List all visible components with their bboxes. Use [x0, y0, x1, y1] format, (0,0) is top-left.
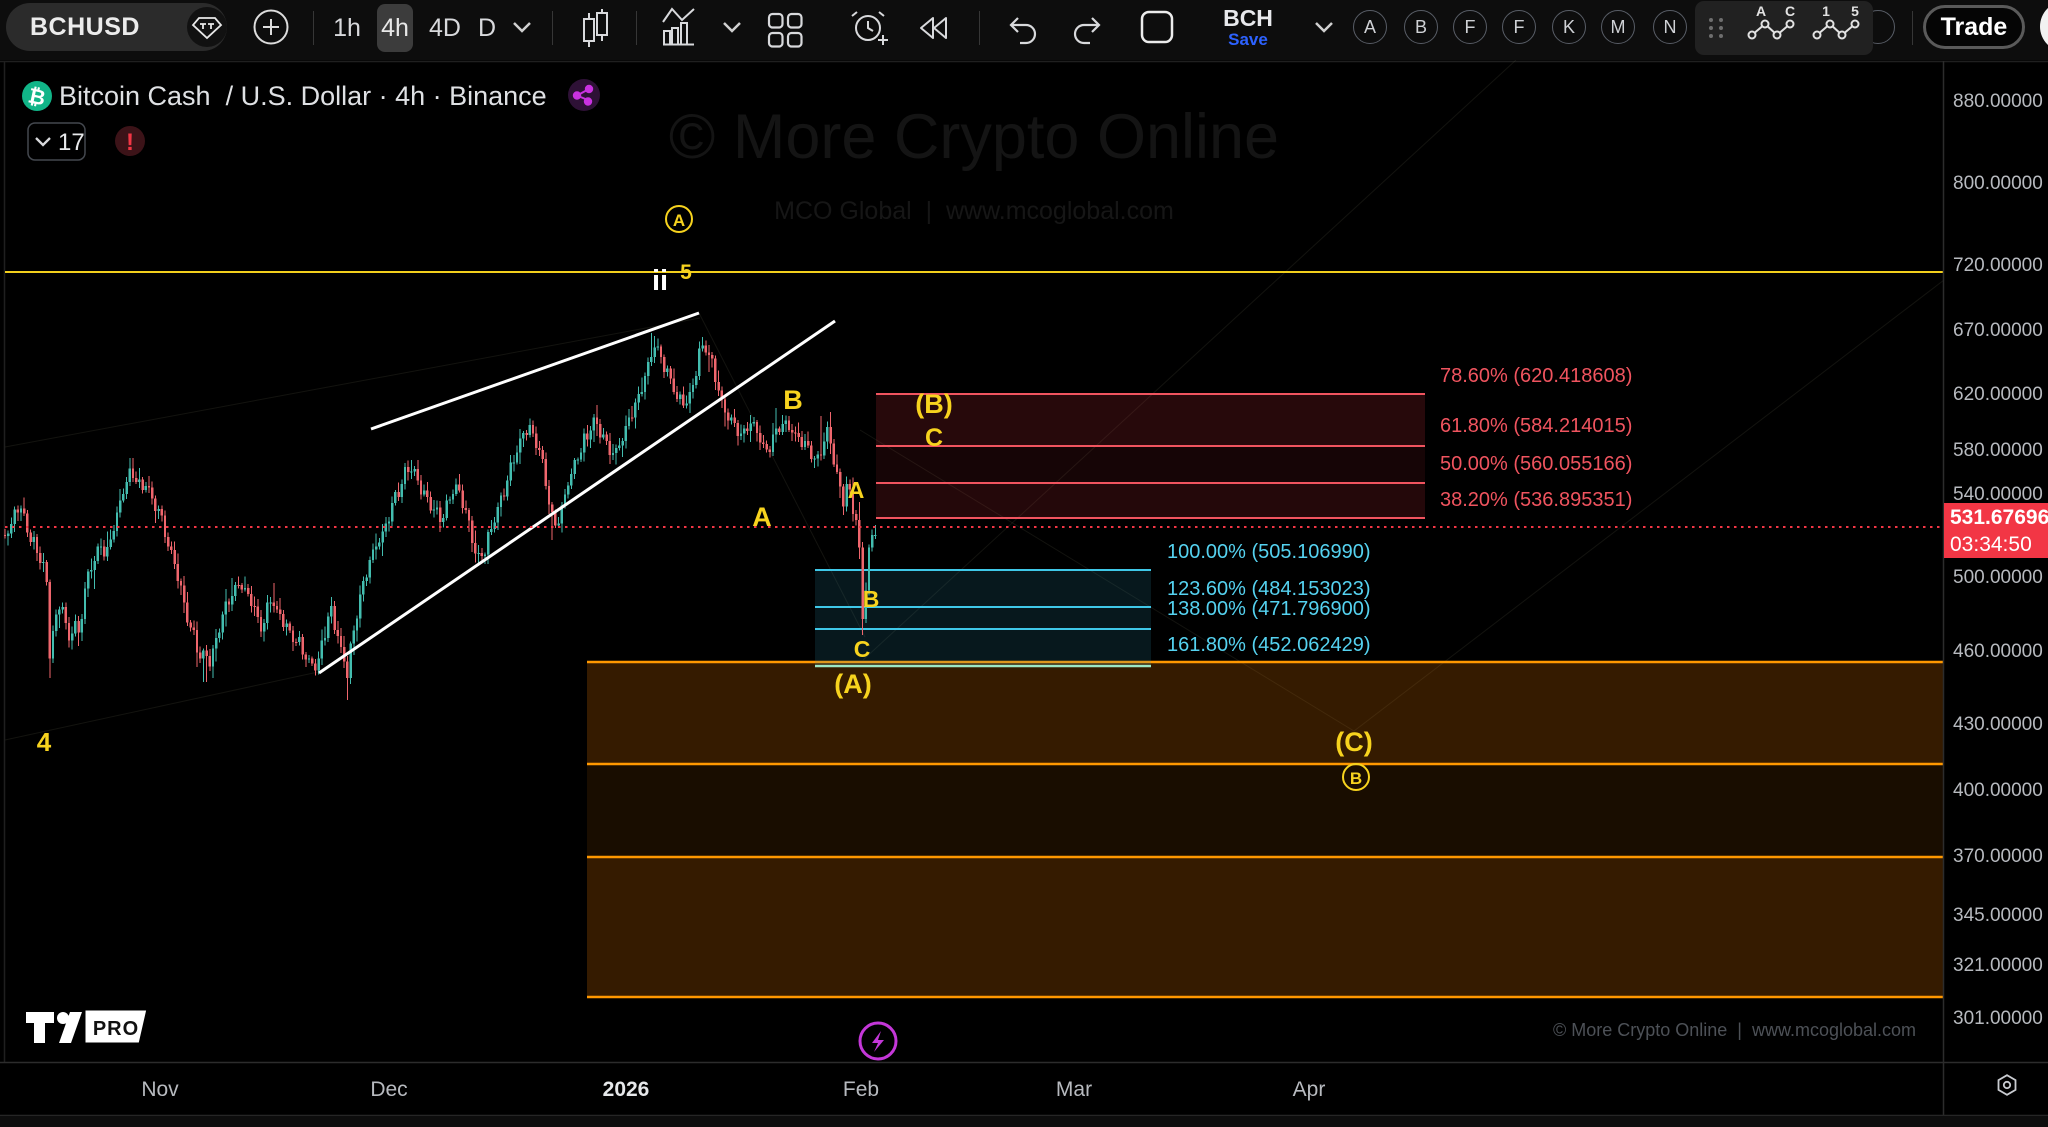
svg-text:A: A	[848, 477, 865, 503]
svg-text:301.00000: 301.00000	[1953, 1008, 2043, 1029]
svg-text:A: A	[673, 211, 685, 230]
svg-text:345.00000: 345.00000	[1953, 905, 2043, 926]
svg-text:5: 5	[680, 261, 692, 284]
svg-text:460.00000: 460.00000	[1953, 641, 2043, 662]
svg-text:620.00000: 620.00000	[1953, 384, 2043, 405]
svg-text:370.00000: 370.00000	[1953, 846, 2043, 867]
svg-text:123.60% (484.153023): 123.60% (484.153023)	[1167, 578, 1371, 600]
svg-text:5: 5	[1851, 3, 1859, 19]
svg-text:531.67696: 531.67696	[1950, 506, 2048, 529]
svg-text:PRO: PRO	[93, 1018, 139, 1040]
svg-text:138.00% (471.796900): 138.00% (471.796900)	[1167, 598, 1371, 620]
svg-text:880.00000: 880.00000	[1953, 91, 2043, 112]
svg-text:1: 1	[1822, 3, 1830, 19]
svg-text:400.00000: 400.00000	[1953, 780, 2043, 801]
svg-text:A: A	[752, 502, 772, 532]
svg-text:580.00000: 580.00000	[1953, 440, 2043, 461]
svg-text:A: A	[1756, 3, 1766, 19]
svg-text:Bitcoin Cash / U.S. Dollar ·: Bitcoin Cash / U.S. Dollar · 4h · Binanc…	[59, 81, 547, 111]
svg-text:50.00% (560.055166): 50.00% (560.055166)	[1440, 453, 1632, 475]
svg-text:800.00000: 800.00000	[1953, 173, 2043, 194]
svg-text:321.00000: 321.00000	[1953, 955, 2043, 976]
svg-text:Dec: Dec	[370, 1078, 407, 1101]
svg-text:(C): (C)	[1335, 727, 1372, 757]
svg-text:720.00000: 720.00000	[1953, 255, 2043, 276]
svg-text:!: !	[126, 129, 134, 156]
svg-text:C: C	[925, 424, 943, 452]
svg-text:(B): (B)	[915, 389, 952, 419]
svg-text:B: B	[1350, 769, 1362, 788]
svg-text:Nov: Nov	[141, 1078, 179, 1101]
svg-text:(A): (A)	[834, 669, 871, 699]
svg-text:38.20% (536.895351): 38.20% (536.895351)	[1440, 489, 1632, 511]
svg-text:17: 17	[58, 129, 85, 156]
svg-text:61.80% (584.214015): 61.80% (584.214015)	[1440, 415, 1632, 437]
svg-text:Feb: Feb	[843, 1078, 879, 1101]
svg-text:500.00000: 500.00000	[1953, 567, 2043, 588]
svg-text:Apr: Apr	[1293, 1078, 1326, 1101]
svg-text:4: 4	[37, 727, 52, 757]
svg-text:03:34:50: 03:34:50	[1950, 533, 2032, 556]
svg-text:C: C	[854, 636, 871, 662]
svg-text:Mar: Mar	[1056, 1078, 1092, 1101]
svg-text:430.00000: 430.00000	[1953, 714, 2043, 735]
svg-text:C: C	[1785, 3, 1795, 19]
svg-text:670.00000: 670.00000	[1953, 320, 2043, 341]
svg-text:MCO Global | www.mcoglobal.c: MCO Global | www.mcoglobal.com	[774, 197, 1174, 225]
svg-text:© More Crypto Online: © More Crypto Online	[669, 102, 1279, 172]
svg-text:ii: ii	[652, 265, 668, 297]
svg-text:100.00% (505.106990): 100.00% (505.106990)	[1167, 541, 1371, 563]
svg-text:540.00000: 540.00000	[1953, 484, 2043, 505]
svg-text:© More Crypto Online | www.m: © More Crypto Online | www.mcoglobal.com	[1553, 1020, 1916, 1040]
svg-text:B: B	[863, 586, 880, 612]
svg-text:161.80% (452.062429): 161.80% (452.062429)	[1167, 634, 1371, 656]
svg-text:78.60% (620.418608): 78.60% (620.418608)	[1440, 365, 1632, 387]
svg-text:2026: 2026	[603, 1078, 650, 1101]
svg-text:B: B	[783, 385, 803, 415]
svg-text:₿: ₿	[26, 84, 48, 110]
